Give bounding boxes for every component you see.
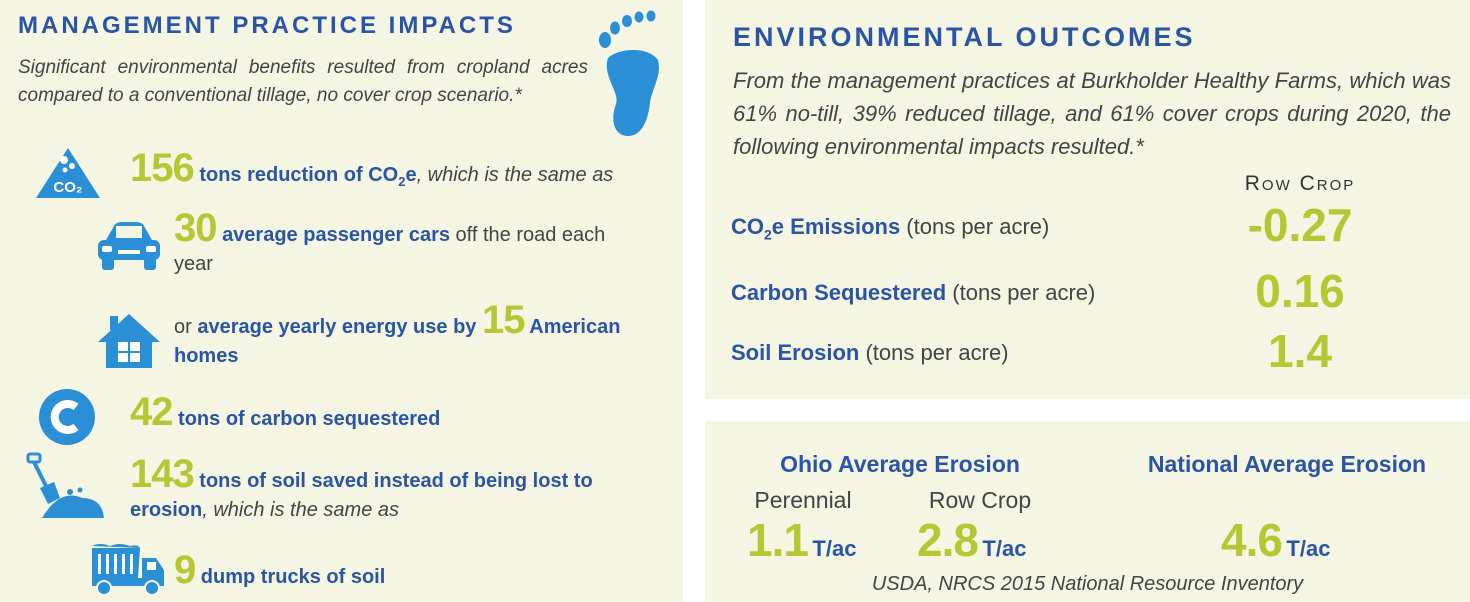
perennial-value: 1.1 [747,514,809,566]
outcomes-title: Environmental Outcomes [733,22,1196,52]
soil-label: tons of soil saved instead of being lost… [130,470,593,521]
carbon-seq-unit: (tons per acre) [946,280,1096,305]
co2-value: 156 [130,146,195,190]
cars-text: 30 average passenger cars off the road e… [174,208,644,279]
trucks-label: dump trucks of soil [195,566,386,588]
ohio-erosion-title: Ohio Average Erosion [780,451,1020,477]
national-erosion-title: National Average Erosion [1147,451,1427,477]
soil-erosion-value: 1.4 [1268,325,1332,377]
co2e-unit: (tons per acre) [900,214,1050,239]
carbon-icon [39,389,95,445]
perennial-erosion: 1.1 T/ac [747,513,856,567]
co2-reduction-text: 156 tons reduction of CO2e, which is the… [130,148,614,196]
cars-label: average passenger cars [222,224,450,246]
trucks-value: 9 [174,548,196,592]
cars-rest: off the road each year [174,224,606,275]
national-value: 4.6 [1221,514,1283,566]
trucks-text: 9 dump trucks of soil [174,550,386,592]
cars-value: 30 [174,206,217,250]
co2-rest: , which is the same as [416,164,614,186]
co2e-label-a: CO [731,214,764,239]
shovel-icon [26,452,104,518]
national-unit: T/ac [1286,536,1331,561]
perennial-label: Perennial [754,487,852,513]
perennial-unit: T/ac [812,536,857,561]
co2e-emissions-label: CO2e Emissions (tons per acre) [731,214,1049,242]
homes-pre: or [174,316,198,338]
svg-text:CO₂: CO₂ [53,179,82,196]
row-crop-column-header: Row Crop [1244,172,1356,195]
source-citation: USDA, NRCS 2015 National Resource Invent… [871,573,1304,595]
soil-value: 143 [130,452,195,496]
homes-value: 15 [481,298,525,342]
co2-icon: CO₂ [36,148,100,198]
row-crop-label: Row Crop [928,487,1032,513]
dump-truck-icon [92,544,164,596]
homes-label: average yearly energy use by [197,316,482,338]
soil-text: 143 tons of soil saved instead of being … [130,454,650,525]
national-erosion: 4.6 T/ac [1221,513,1330,567]
homes-text: or average yearly energy use by 15 Ameri… [174,300,654,371]
soil-erosion-unit: (tons per acre) [859,340,1009,365]
co2-label: tons reduction of CO [199,164,399,186]
footprint-icon [599,10,659,136]
co2-label-end: e [405,164,417,186]
management-intro: Significant environmental benefits resul… [18,57,588,106]
management-title: Management Practice Impacts [18,12,516,39]
co2e-label-b: e Emissions [771,214,901,239]
rowcrop-value: 2.8 [917,514,979,566]
co2e-emissions-value: -0.27 [1247,199,1353,251]
homes-label-end: American homes [174,316,621,367]
outcomes-intro: From the management practices at Burkhol… [733,68,1451,159]
rowcrop-erosion: 2.8 T/ac [917,513,1026,567]
carbon-sequestered-value: 0.16 [1255,265,1345,317]
environmental-outcomes-panel: Environmental Outcomes From the manageme… [705,0,1470,399]
car-icon [98,222,160,270]
management-practice-panel: Management Practice Impacts Significant … [0,0,683,602]
house-icon [98,314,160,368]
soil-erosion-label: Soil Erosion (tons per acre) [731,340,1009,366]
average-erosion-panel: Ohio Average Erosion National Average Er… [705,421,1470,602]
carbon-label: tons of carbon sequestered [172,408,441,430]
rowcrop-unit: T/ac [982,536,1027,561]
carbon-text: 42 tons of carbon sequestered [130,392,441,434]
carbon-sequestered-label: Carbon Sequestered (tons per acre) [731,280,1095,306]
carbon-value: 42 [130,390,173,434]
co2-sub: 2 [398,174,406,189]
carbon-seq-label-a: Carbon Sequestered [731,280,947,305]
soil-erosion-label-a: Soil Erosion [731,340,860,365]
co2e-label-sub: 2 [764,226,772,243]
soil-rest: , which is the same as [202,499,399,521]
